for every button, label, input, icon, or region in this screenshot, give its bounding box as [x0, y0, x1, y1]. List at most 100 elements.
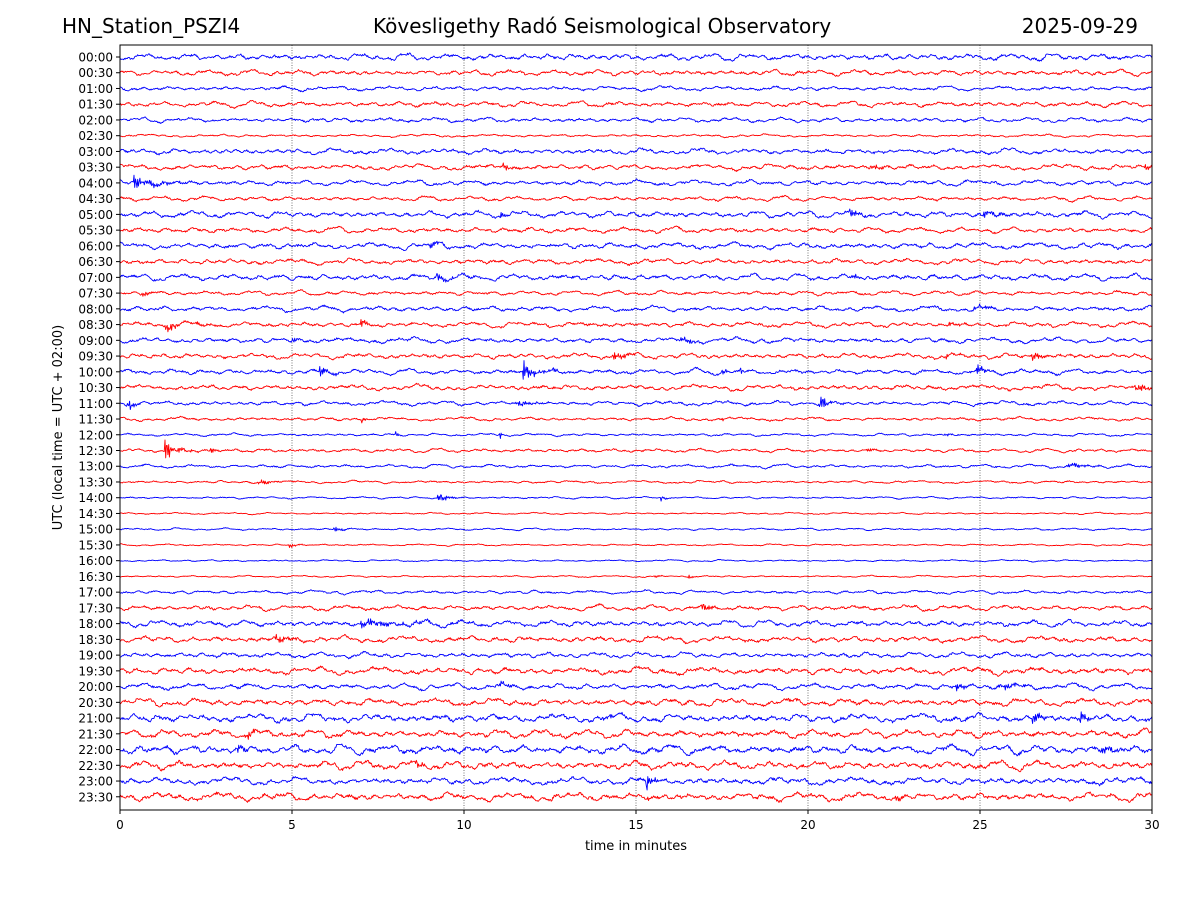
trace-0000 [119, 52, 1153, 62]
x-tick-label: 25 [972, 818, 987, 832]
y-tick-label: 11:00 [78, 397, 113, 411]
y-tick-label: 00:00 [78, 51, 113, 65]
y-tick-label: 12:00 [78, 428, 113, 442]
y-tick-label: 16:30 [78, 570, 113, 584]
trace-2100 [119, 711, 1153, 724]
y-tick-label: 20:30 [78, 696, 113, 710]
trace-0330 [119, 162, 1153, 172]
y-tick-label: 17:30 [78, 601, 113, 615]
trace-0030 [119, 68, 1153, 78]
chart-date: 2025-09-29 [1021, 14, 1138, 38]
y-tick-label: 14:00 [78, 491, 113, 505]
trace-0930 [119, 351, 1153, 361]
y-tick-label: 17:00 [78, 586, 113, 600]
trace-0900 [119, 336, 1153, 345]
trace-1400 [119, 494, 1152, 502]
y-tick-label: 09:30 [78, 350, 113, 364]
trace-1600 [119, 558, 1153, 563]
trace-0430 [119, 194, 1153, 203]
trace-1430 [119, 511, 1153, 516]
trace-1000 [119, 360, 1152, 380]
y-tick-label: 04:00 [78, 176, 113, 190]
trace-0200 [119, 116, 1153, 124]
trace-1900 [119, 650, 1153, 660]
trace-1100 [119, 396, 1153, 411]
trace-0600 [119, 240, 1153, 251]
y-tick-label: 04:30 [78, 192, 113, 206]
trace-0100 [119, 85, 1152, 93]
x-axis-label: time in minutes [585, 839, 687, 854]
trace-2330 [119, 791, 1153, 803]
y-tick-label: 05:30 [78, 224, 113, 238]
y-tick-label: 08:00 [78, 302, 113, 316]
station-name: HN_Station_PSZI4 [62, 14, 241, 38]
trace-0700 [119, 272, 1153, 283]
trace-2200 [119, 743, 1153, 757]
y-axis-label: UTC (local time = UTC + 02:00) [51, 325, 66, 530]
y-tick-label: 02:00 [78, 113, 113, 127]
y-tick-label: 16:00 [78, 554, 113, 568]
trace-0830 [119, 319, 1153, 333]
x-tick-label: 15 [628, 818, 643, 832]
trace-0400 [119, 174, 1153, 189]
y-tick-label: 03:00 [78, 145, 113, 159]
y-tick-label: 19:00 [78, 649, 113, 663]
trace-0730 [120, 289, 1153, 297]
trace-1200 [120, 431, 1153, 439]
trace-1700 [119, 589, 1153, 596]
trace-1500 [119, 526, 1153, 532]
x-tick-label: 20 [800, 818, 815, 832]
y-tick-label: 02:30 [78, 129, 113, 143]
y-tick-label: 15:30 [78, 538, 113, 552]
trace-2130 [119, 727, 1153, 740]
x-tick-label: 5 [288, 818, 296, 832]
y-tick-label: 13:30 [78, 475, 113, 489]
y-tick-label: 20:00 [78, 680, 113, 694]
y-tick-label: 21:30 [78, 727, 113, 741]
trace-0800 [119, 303, 1153, 314]
trace-0230 [119, 133, 1153, 139]
y-tick-label: 15:00 [78, 523, 113, 537]
trace-1930 [119, 665, 1153, 677]
y-tick-label: 07:00 [78, 271, 113, 285]
y-tick-label: 18:30 [78, 633, 113, 647]
y-tick-label: 22:00 [78, 743, 113, 757]
x-tick-label: 10 [456, 818, 471, 832]
y-tick-label: 18:00 [78, 617, 113, 631]
y-tick-label: 03:30 [78, 161, 113, 175]
trace-2230 [119, 759, 1153, 773]
trace-2000 [119, 680, 1153, 692]
x-axis-ticks: 0 5 10 15 20 25 30 [116, 810, 1160, 832]
x-tick-label: 0 [116, 818, 124, 832]
y-tick-label: 06:30 [78, 255, 113, 269]
y-tick-label: 10:00 [78, 365, 113, 379]
y-tick-label: 09:00 [78, 334, 113, 348]
trace-0500 [119, 208, 1153, 220]
y-tick-label: 08:30 [78, 318, 113, 332]
trace-2030 [119, 697, 1153, 708]
trace-1630 [119, 574, 1153, 579]
trace-1830 [119, 633, 1153, 645]
y-tick-label: 21:00 [78, 712, 113, 726]
y-tick-label: 12:30 [78, 444, 113, 458]
y-tick-label: 10:30 [78, 381, 113, 395]
trace-1730 [119, 603, 1153, 612]
trace-1530 [119, 543, 1153, 548]
seismic-traces [119, 52, 1153, 803]
y-tick-label: 14:30 [78, 507, 113, 521]
trace-1330 [119, 479, 1153, 485]
trace-0300 [119, 147, 1153, 156]
y-tick-label: 00:30 [78, 66, 113, 80]
y-tick-label: 11:30 [78, 413, 113, 427]
trace-1130 [119, 415, 1153, 424]
y-tick-label: 06:00 [78, 239, 113, 253]
trace-1800 [119, 618, 1153, 629]
trace-2300 [119, 776, 1153, 791]
trace-0130 [119, 99, 1153, 109]
trace-1300 [119, 462, 1153, 470]
y-tick-label: 07:30 [78, 287, 113, 301]
y-tick-label: 22:30 [78, 759, 113, 773]
y-tick-label: 13:00 [78, 460, 113, 474]
